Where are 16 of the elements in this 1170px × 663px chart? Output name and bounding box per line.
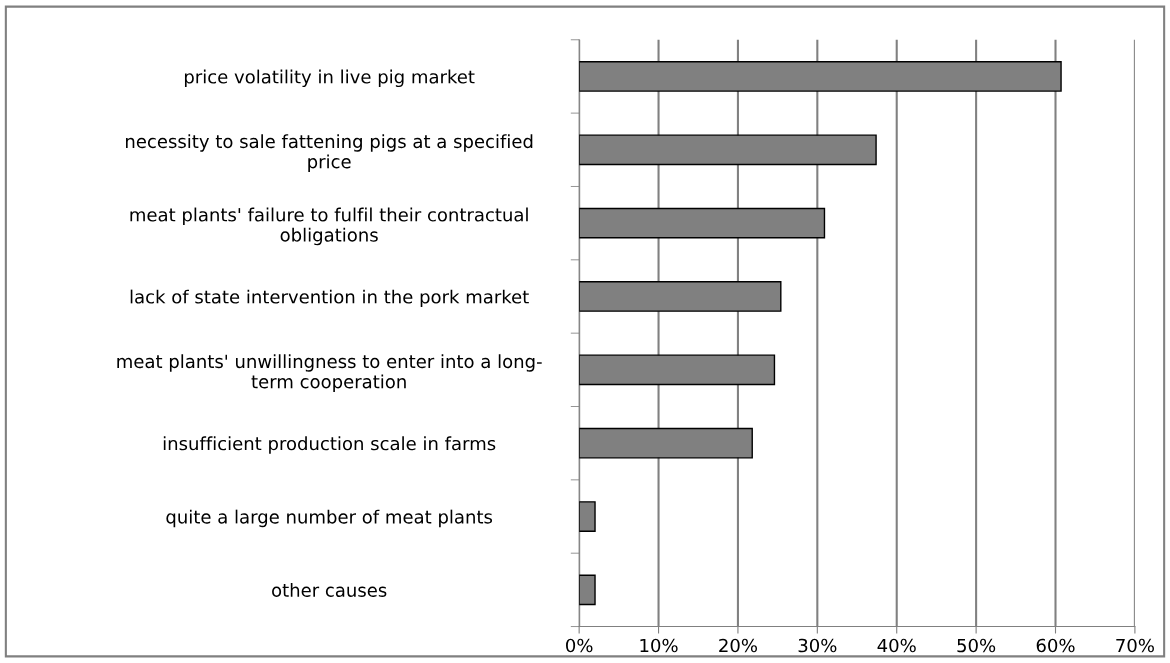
x-tick-label: 20% xyxy=(719,638,757,653)
y-tick-label: meat plants' unwillingness to enter into a long- term cooperation xyxy=(117,354,542,392)
y-tick-label: insufficient production scale in farms xyxy=(163,436,496,454)
x-tick-label: 70% xyxy=(1116,638,1154,653)
x-tick-label: 60% xyxy=(1036,638,1075,653)
y-tick-label: price volatility in live pig market xyxy=(184,69,475,88)
x-tick-label: 10% xyxy=(640,638,678,653)
x-tick-label: 30% xyxy=(798,638,837,653)
y-tick-label: other causes xyxy=(272,583,387,597)
x-tick-label: 40% xyxy=(877,638,916,653)
x-tick-label: 0% xyxy=(566,638,593,653)
y-tick-label: quite a large number of meat plants xyxy=(166,509,493,528)
y-tick-label: meat plants' failure to fulfil their contractual obligations xyxy=(130,207,528,246)
y-tick-label: lack of state intervention in the pork market xyxy=(130,289,529,308)
x-tick-label: 50% xyxy=(957,638,996,653)
y-tick-label: necessity to sale fattening pigs at a specified price xyxy=(126,134,533,172)
